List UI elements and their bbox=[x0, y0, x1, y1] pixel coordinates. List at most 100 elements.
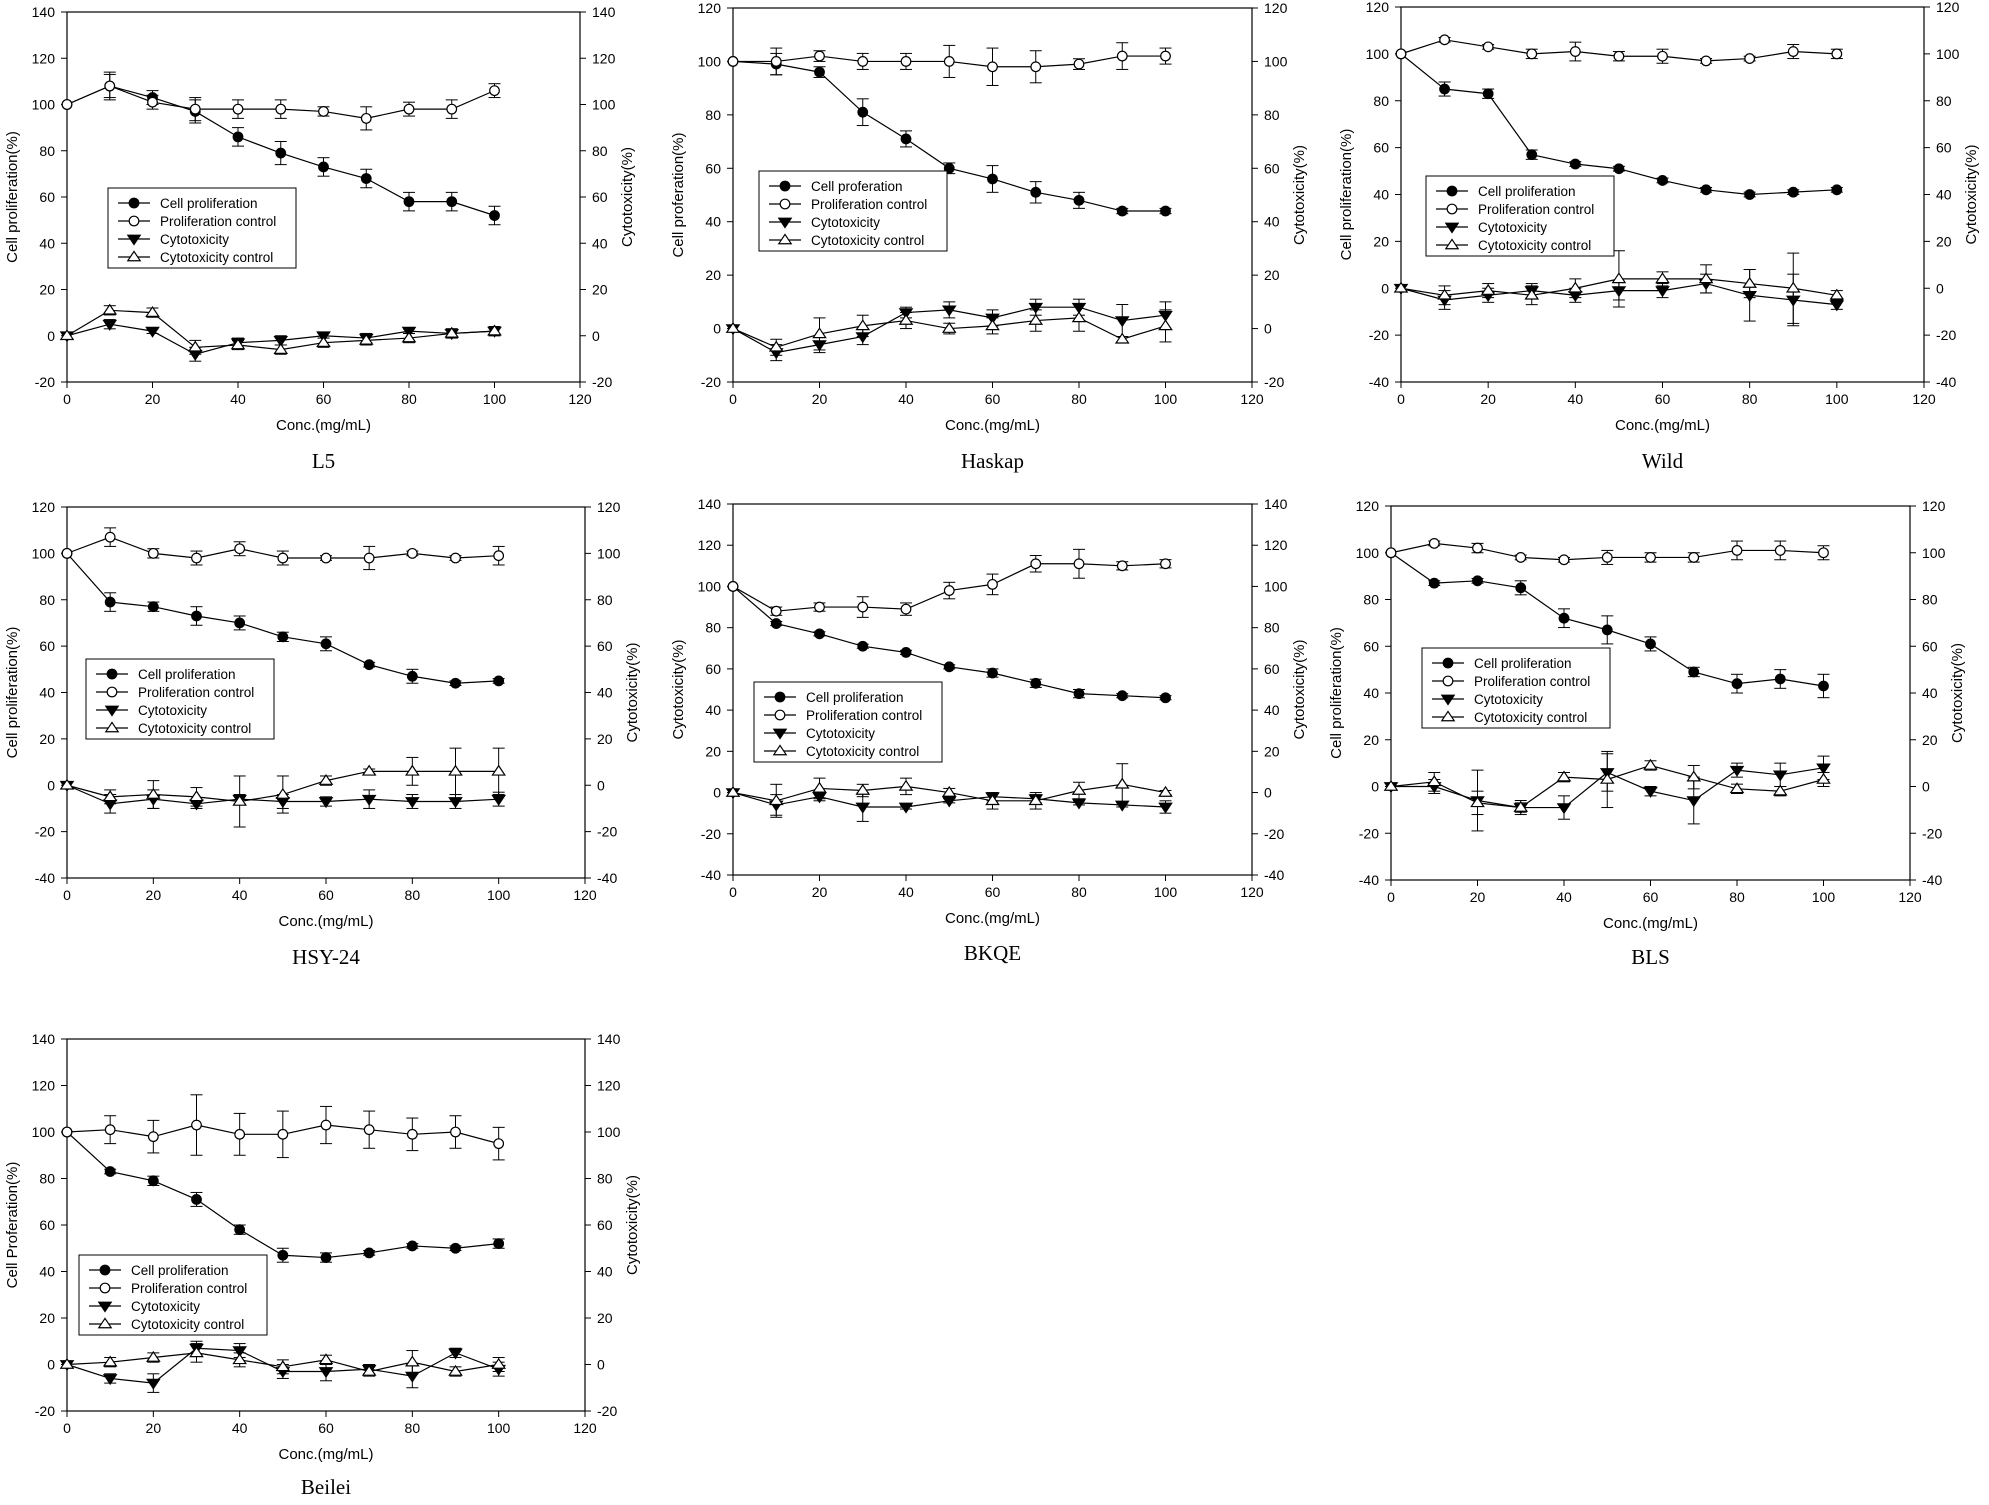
data-point bbox=[1071, 783, 1087, 795]
data-point bbox=[1643, 786, 1658, 798]
data-point bbox=[1731, 678, 1743, 690]
series-cytotoxicity bbox=[59, 319, 502, 362]
data-point bbox=[855, 319, 871, 331]
data-point bbox=[363, 552, 375, 564]
chart-panel-6: -40 -40 -20 -20 0 0 20 20 40 40 60 60 80 80 100 100 120 1… bbox=[1328, 498, 1966, 969]
legend-label: Cell proliferation bbox=[138, 667, 236, 682]
data-point bbox=[102, 790, 118, 802]
panel-title: Beilei bbox=[301, 1475, 351, 1499]
legend-marker bbox=[104, 721, 120, 733]
data-point bbox=[1116, 690, 1128, 702]
legend-marker bbox=[1440, 694, 1456, 706]
data-point bbox=[405, 1355, 420, 1367]
legend-box bbox=[107, 187, 297, 269]
data-point bbox=[1395, 48, 1407, 60]
data-point bbox=[489, 85, 500, 97]
data-point bbox=[1073, 558, 1085, 570]
data-point bbox=[900, 56, 912, 67]
data-point bbox=[1558, 554, 1570, 566]
y-tick-label-left: 60 bbox=[705, 160, 721, 176]
x-axis-label: Conc.(mg/mL) bbox=[278, 1446, 373, 1463]
data-point bbox=[1030, 558, 1042, 570]
data-point bbox=[273, 336, 289, 348]
x-tick-label: 60 bbox=[316, 391, 332, 407]
x-tick-label: 0 bbox=[63, 391, 71, 407]
x-axis-label: Conc.(mg/mL) bbox=[1615, 417, 1710, 434]
legend-marker bbox=[1442, 657, 1454, 669]
data-point bbox=[61, 547, 73, 559]
data-point bbox=[1787, 186, 1799, 198]
series-proliferation-control bbox=[1395, 34, 1843, 67]
y-tick-label-left: 60 bbox=[1363, 638, 1379, 654]
data-point bbox=[446, 103, 458, 115]
x-tick-label: 120 bbox=[1912, 391, 1936, 407]
y-tick-label-right: -20 bbox=[597, 1403, 617, 1419]
data-point bbox=[1513, 800, 1529, 812]
data-point bbox=[1655, 272, 1670, 284]
x-tick-label: 100 bbox=[1812, 889, 1836, 905]
series-cell-proliferation bbox=[1385, 547, 1830, 699]
y-tick-label-left: 40 bbox=[705, 214, 721, 230]
data-point bbox=[985, 319, 1000, 331]
data-point bbox=[318, 161, 329, 173]
data-point bbox=[146, 787, 161, 799]
legend-marker bbox=[774, 709, 786, 721]
y-tick-label-left: 100 bbox=[32, 545, 56, 561]
series-cell-proliferation bbox=[61, 1126, 505, 1263]
data-point bbox=[318, 1353, 334, 1365]
y-tick-label-left: 20 bbox=[39, 282, 55, 298]
data-point bbox=[318, 1367, 334, 1379]
legend-label: Cytotoxicity bbox=[811, 215, 880, 230]
y-tick-label-right: 40 bbox=[597, 685, 613, 701]
y-axis-label-left: Cell proliferation(%) bbox=[4, 131, 21, 263]
data-point bbox=[448, 1364, 463, 1376]
x-tick-label: 20 bbox=[1480, 391, 1496, 407]
legend-box bbox=[758, 170, 948, 252]
data-point bbox=[232, 794, 247, 806]
data-point bbox=[1439, 83, 1450, 95]
data-point bbox=[770, 605, 782, 617]
series-cytotoxicity-control bbox=[1383, 750, 1831, 816]
y-tick-label-left: -40 bbox=[1359, 872, 1379, 888]
data-point bbox=[491, 794, 506, 806]
data-point bbox=[187, 340, 203, 352]
data-point bbox=[941, 785, 957, 797]
data-point bbox=[1613, 50, 1625, 62]
x-tick-label: 120 bbox=[1898, 889, 1922, 905]
data-point bbox=[857, 601, 869, 613]
x-tick-label: 20 bbox=[1470, 889, 1486, 905]
y-tick-label-left: 80 bbox=[1363, 592, 1379, 608]
y-tick-label-left: 80 bbox=[705, 107, 721, 123]
y-tick-label-right: 0 bbox=[1922, 779, 1930, 795]
data-point bbox=[493, 1138, 505, 1150]
legend-marker bbox=[97, 1301, 113, 1313]
y-tick-label-right: 40 bbox=[1922, 685, 1938, 701]
legend-label: Cytotoxicity control bbox=[1478, 238, 1591, 253]
y-tick-label-left: 80 bbox=[39, 143, 55, 159]
legend-label: Cell proferation bbox=[811, 179, 903, 194]
data-point bbox=[1785, 281, 1801, 293]
y-tick-label-right: -20 bbox=[1264, 826, 1284, 842]
y-axis-label-right: Cytotoxicity(%) bbox=[624, 1175, 641, 1275]
data-point bbox=[1160, 558, 1171, 570]
legend-marker bbox=[126, 234, 142, 246]
data-point bbox=[725, 321, 741, 333]
x-tick-label: 20 bbox=[145, 391, 161, 407]
y-tick-label-right: 80 bbox=[1936, 93, 1952, 109]
legend-label: Cytotoxicity control bbox=[811, 233, 924, 248]
y-tick-label-right: 100 bbox=[597, 1124, 621, 1140]
data-point bbox=[59, 778, 75, 790]
y-tick-label-right: 20 bbox=[1264, 743, 1280, 759]
data-point bbox=[320, 1119, 332, 1131]
data-point bbox=[1470, 796, 1485, 808]
data-point bbox=[857, 640, 869, 652]
y-tick-label-right: 20 bbox=[597, 1310, 613, 1326]
data-point bbox=[1428, 538, 1440, 549]
data-point bbox=[232, 103, 244, 115]
data-point bbox=[448, 797, 463, 809]
data-point bbox=[1515, 552, 1527, 563]
y-tick-label-right: 80 bbox=[597, 592, 613, 608]
y-axis-label-right: Cytotoxicity(%) bbox=[1291, 639, 1308, 739]
data-point bbox=[361, 764, 377, 776]
legend: Cell proliferation Proliferation control C… bbox=[78, 1254, 268, 1336]
